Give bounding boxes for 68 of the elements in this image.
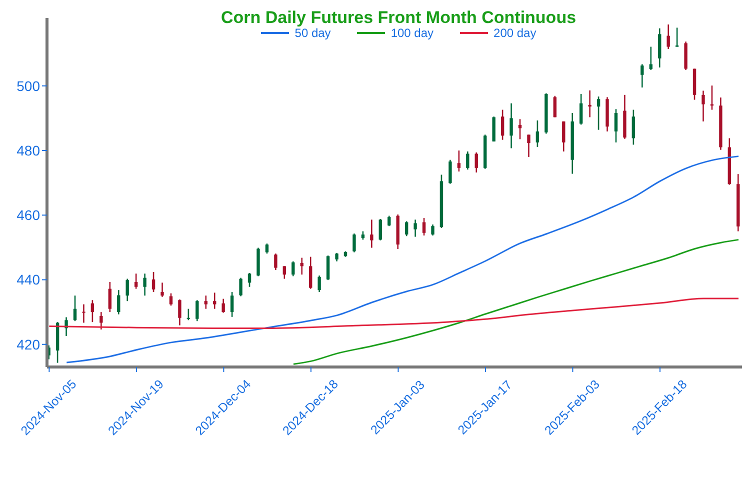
candlestick	[326, 254, 330, 281]
legend-label: 100 day	[390, 26, 434, 40]
candlestick	[213, 292, 216, 310]
candlestick	[562, 120, 566, 152]
candlestick	[152, 271, 156, 293]
line-series	[48, 298, 740, 329]
candlestick	[274, 252, 278, 271]
candlestick	[474, 152, 478, 174]
candlestick	[318, 274, 321, 293]
candlestick	[388, 215, 391, 227]
candlestick	[282, 266, 286, 280]
candlestick	[160, 282, 164, 298]
candlestick	[614, 108, 618, 144]
candlestick	[527, 134, 530, 158]
candlestick	[404, 220, 408, 237]
candlestick	[553, 95, 557, 118]
candlestick	[675, 27, 679, 48]
candlestick	[100, 311, 103, 330]
candlestick	[510, 102, 513, 149]
candlestick	[414, 218, 417, 238]
candlestick	[588, 90, 592, 118]
candlestick	[204, 294, 208, 310]
candlestick	[649, 46, 652, 71]
legend-label: 50 day	[294, 26, 331, 40]
candlestick	[308, 256, 312, 290]
candlestick	[500, 109, 504, 140]
candlestick	[239, 277, 242, 297]
candlestick	[126, 278, 129, 302]
candlestick	[178, 298, 182, 326]
candlestick	[448, 159, 452, 184]
candlestick	[352, 232, 356, 253]
candlestick	[666, 24, 670, 50]
candlestick	[536, 120, 540, 148]
candlestick	[370, 218, 374, 248]
legend-label: 200 day	[494, 26, 536, 40]
y-tick-label: 440	[16, 272, 40, 288]
candlestick	[90, 299, 94, 323]
y-tick-label: 420	[16, 336, 40, 352]
y-tick-label: 460	[16, 207, 40, 224]
candlestick	[108, 281, 112, 313]
candlestick	[457, 150, 461, 172]
candlestick	[292, 260, 295, 277]
candlestick	[73, 294, 77, 322]
chart-title: Corn Daily Futures Front Month Continuous	[220, 8, 578, 28]
candlestick	[422, 217, 426, 236]
candlestick	[222, 298, 225, 314]
candlestick	[596, 96, 600, 130]
candlestick	[169, 292, 173, 306]
y-tick-label: 480	[16, 142, 40, 158]
candlestick	[230, 291, 234, 318]
candlestick	[248, 272, 252, 288]
candlestick	[186, 308, 190, 321]
candlestick	[579, 93, 583, 126]
candlestick	[134, 272, 138, 290]
candlestick	[431, 224, 434, 236]
candlestick	[143, 272, 146, 296]
candlestick	[640, 64, 644, 88]
candlestick	[702, 90, 705, 122]
line-series	[292, 238, 740, 365]
candlestick	[466, 150, 470, 170]
candlestick	[632, 109, 636, 146]
y-tick-label: 500	[16, 78, 40, 94]
candlestick	[265, 242, 269, 254]
candlestick	[378, 218, 382, 241]
candlestick	[196, 299, 199, 322]
candlestick	[82, 304, 86, 324]
candlestick	[117, 289, 120, 315]
line-series	[66, 156, 740, 364]
